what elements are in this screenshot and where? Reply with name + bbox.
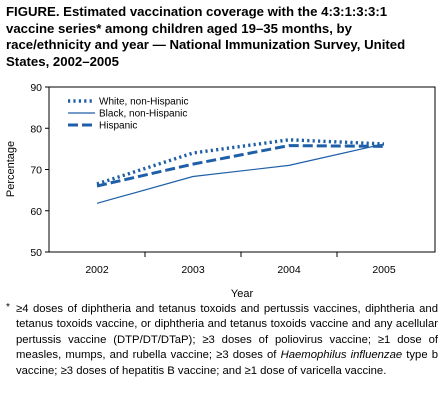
y-tick-label: 90 — [30, 82, 42, 94]
y-axis-label: Percentage — [5, 141, 17, 197]
y-tick-label: 80 — [30, 123, 42, 135]
figure-title: FIGURE. Estimated vaccination coverage w… — [6, 4, 406, 69]
footnote-marker: * — [6, 302, 10, 313]
y-tick-label: 50 — [30, 247, 42, 259]
footnote-text-1: ≥4 doses of diphtheria and tetanus toxoi… — [16, 303, 438, 362]
x-tick-label: 2003 — [181, 264, 205, 276]
legend-label: White, non-Hispanic — [99, 97, 188, 108]
footnote-text-2: type b vaccine; ≥3 doses of hepatitis B … — [16, 349, 439, 377]
y-tick-label: 70 — [30, 165, 42, 177]
y-tick-label: 60 — [30, 206, 42, 218]
legend-label: Hispanic — [99, 121, 137, 132]
series-line-3 — [96, 144, 385, 188]
x-tick-label: 2004 — [277, 264, 301, 276]
x-axis-label: Year — [231, 288, 254, 300]
legend-label: Black, non-Hispanic — [99, 109, 187, 120]
x-tick-label: 2005 — [372, 264, 396, 276]
series-layer — [96, 138, 385, 204]
y-axis: 50 60 70 80 90 — [30, 82, 49, 259]
footnote: * ≥4 doses of diphtheria and tetanus tox… — [6, 302, 438, 379]
footnote-italic-term: Haemophilus influenzae — [280, 349, 403, 362]
series-line-1 — [96, 138, 385, 186]
x-tick-label: 2002 — [85, 264, 109, 276]
x-axis: 2002 2003 2004 2005 — [85, 252, 396, 276]
series-line-2 — [96, 143, 385, 204]
line-chart: 50 60 70 80 90 2002 2003 2004 2005 White, non-H… — [5, 82, 436, 300]
